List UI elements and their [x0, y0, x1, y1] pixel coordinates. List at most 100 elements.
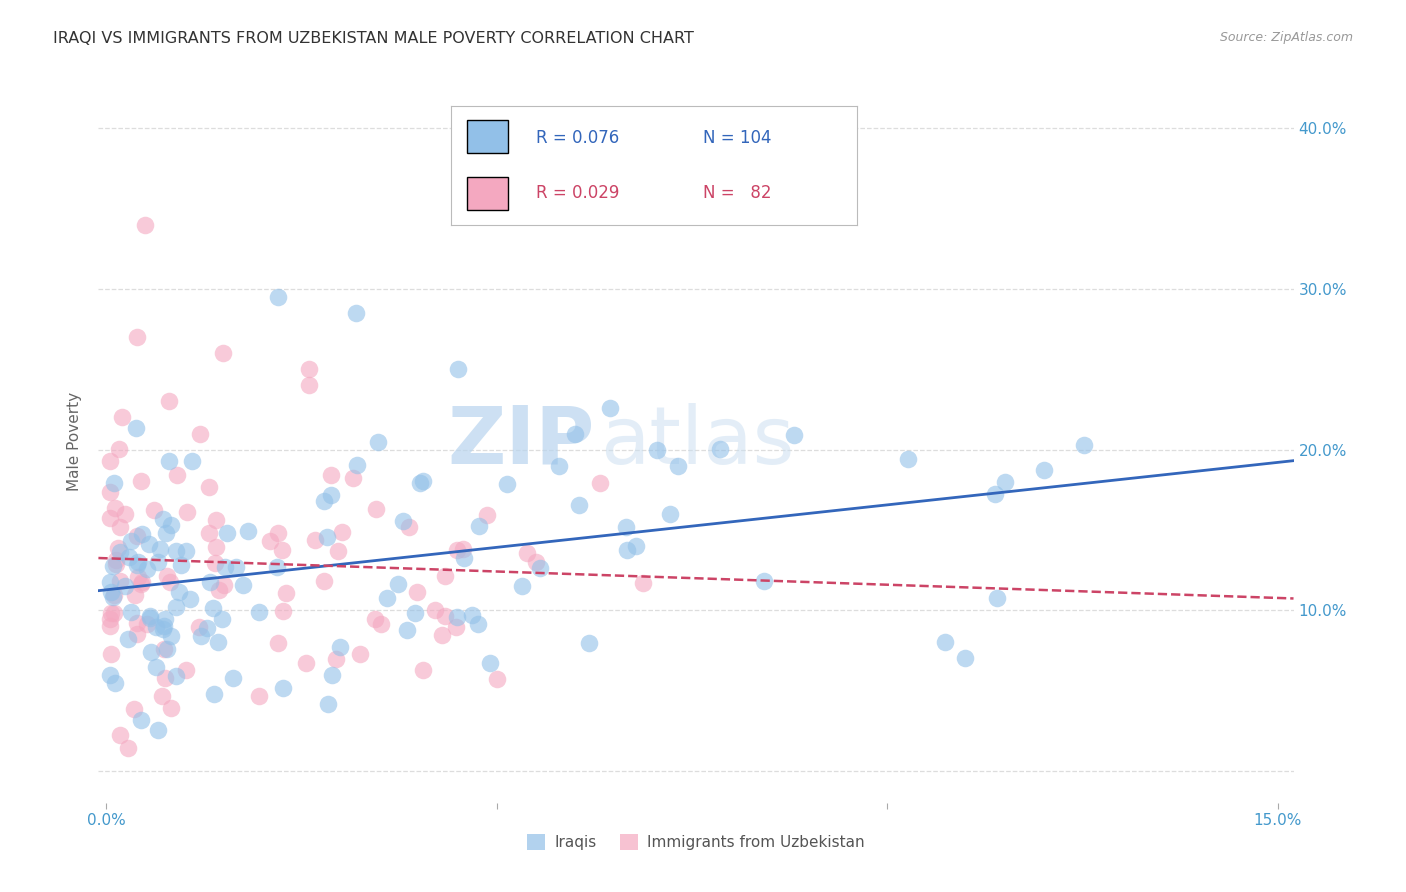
Point — [366, 501, 388, 516]
Point — [266, 560, 288, 574]
Point — [496, 476, 519, 491]
Point — [461, 608, 484, 623]
Point — [146, 723, 169, 737]
Point — [103, 475, 125, 490]
Point — [108, 442, 131, 457]
Point — [127, 627, 149, 641]
Point — [270, 542, 292, 557]
Point — [111, 410, 134, 425]
Point — [548, 458, 571, 473]
Point — [207, 635, 229, 649]
Point — [134, 218, 156, 232]
Point — [120, 605, 142, 619]
Point — [212, 346, 235, 360]
Point — [127, 570, 149, 584]
Point — [568, 498, 591, 512]
Point — [412, 474, 434, 488]
Point — [342, 470, 364, 484]
Point — [344, 306, 367, 320]
Point — [108, 545, 131, 559]
Point — [159, 574, 181, 589]
Point — [120, 534, 142, 549]
Point — [155, 612, 177, 626]
Point — [367, 435, 389, 450]
Point — [398, 520, 420, 534]
Point — [166, 467, 188, 482]
Point — [225, 560, 247, 574]
Point — [446, 609, 468, 624]
Point — [404, 606, 426, 620]
Point — [118, 549, 141, 564]
Point — [114, 579, 136, 593]
Point — [117, 741, 139, 756]
Point — [148, 555, 170, 569]
Point — [125, 558, 148, 572]
Point — [127, 615, 149, 630]
Text: ZIP: ZIP — [447, 402, 595, 481]
Point — [578, 636, 600, 650]
Point — [160, 629, 183, 643]
Point — [105, 557, 128, 571]
Point — [444, 620, 467, 634]
Point — [645, 443, 668, 458]
Point — [204, 556, 226, 570]
Point — [375, 591, 398, 606]
Point — [152, 511, 174, 525]
Point — [304, 533, 326, 548]
Point — [983, 487, 1005, 501]
Point — [114, 508, 136, 522]
Point — [204, 513, 226, 527]
Point — [198, 480, 221, 494]
Point — [129, 713, 152, 727]
Point — [614, 520, 637, 534]
Point — [110, 520, 132, 534]
Point — [160, 517, 183, 532]
Point — [312, 493, 335, 508]
Point — [274, 586, 297, 600]
Point — [267, 290, 290, 304]
Point — [131, 575, 153, 590]
Point — [104, 553, 127, 567]
Point — [165, 544, 187, 558]
Point — [271, 681, 294, 696]
Point — [510, 579, 533, 593]
Point — [564, 426, 586, 441]
Point — [127, 330, 149, 344]
Point — [752, 574, 775, 588]
Point — [135, 616, 157, 631]
Point — [108, 574, 131, 589]
Point — [236, 524, 259, 538]
Point — [589, 475, 612, 490]
Point — [211, 612, 233, 626]
Point — [141, 645, 163, 659]
Point — [479, 656, 502, 670]
Point — [150, 689, 173, 703]
Point — [174, 543, 197, 558]
Point — [167, 585, 190, 599]
Point — [101, 559, 124, 574]
Point — [156, 569, 179, 583]
Point — [138, 536, 160, 550]
Point — [104, 501, 127, 516]
Point — [127, 556, 149, 570]
Point — [100, 612, 122, 626]
Point — [159, 454, 181, 468]
Point — [117, 632, 139, 646]
Point — [156, 641, 179, 656]
Point — [100, 606, 122, 620]
Point — [129, 474, 152, 488]
Point — [174, 663, 197, 677]
Point — [425, 602, 447, 616]
Point — [103, 606, 125, 620]
Point — [153, 618, 176, 632]
Point — [430, 627, 453, 641]
Point — [434, 609, 457, 624]
Point — [124, 420, 146, 434]
Point — [104, 676, 127, 690]
Point — [179, 592, 201, 607]
Point — [364, 611, 387, 625]
Point — [124, 588, 146, 602]
Point — [222, 671, 245, 685]
Point — [103, 588, 125, 602]
Point — [897, 451, 920, 466]
